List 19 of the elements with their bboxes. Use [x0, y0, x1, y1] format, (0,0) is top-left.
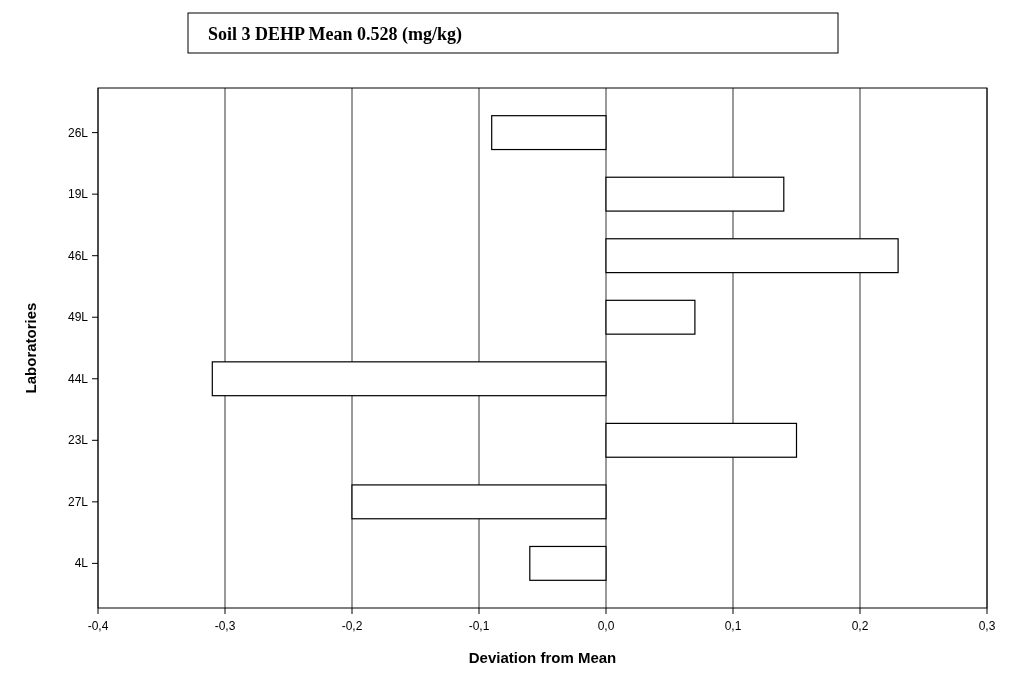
y-tick-label: 19L	[67, 187, 89, 202]
y-tick-label: 27L	[67, 494, 89, 509]
x-tick-label: -0,4	[87, 619, 109, 633]
y-tick-label: 23L	[67, 433, 89, 448]
y-axis-title: Laboratories	[22, 302, 39, 394]
x-tick-label: -0,2	[341, 619, 363, 633]
y-tick-label: 49L	[67, 310, 89, 325]
x-tick-label: -0,3	[214, 619, 236, 633]
y-tick-label: 46L	[67, 248, 89, 263]
y-tick-label: 44L	[67, 371, 89, 386]
y-tick-label: 4L	[74, 556, 89, 571]
x-tick-label: 0,3	[978, 619, 996, 633]
x-tick-label: 0,2	[851, 619, 869, 633]
chart-title: Soil 3 DEHP Mean 0.528 (mg/kg)	[208, 24, 463, 45]
x-tick-label: -0,1	[468, 619, 490, 633]
x-axis-title: Deviation from Mean	[468, 649, 617, 666]
x-tick-label: 0,0	[597, 619, 615, 633]
y-tick-label: 26L	[67, 125, 89, 140]
x-tick-label: 0,1	[724, 619, 742, 633]
